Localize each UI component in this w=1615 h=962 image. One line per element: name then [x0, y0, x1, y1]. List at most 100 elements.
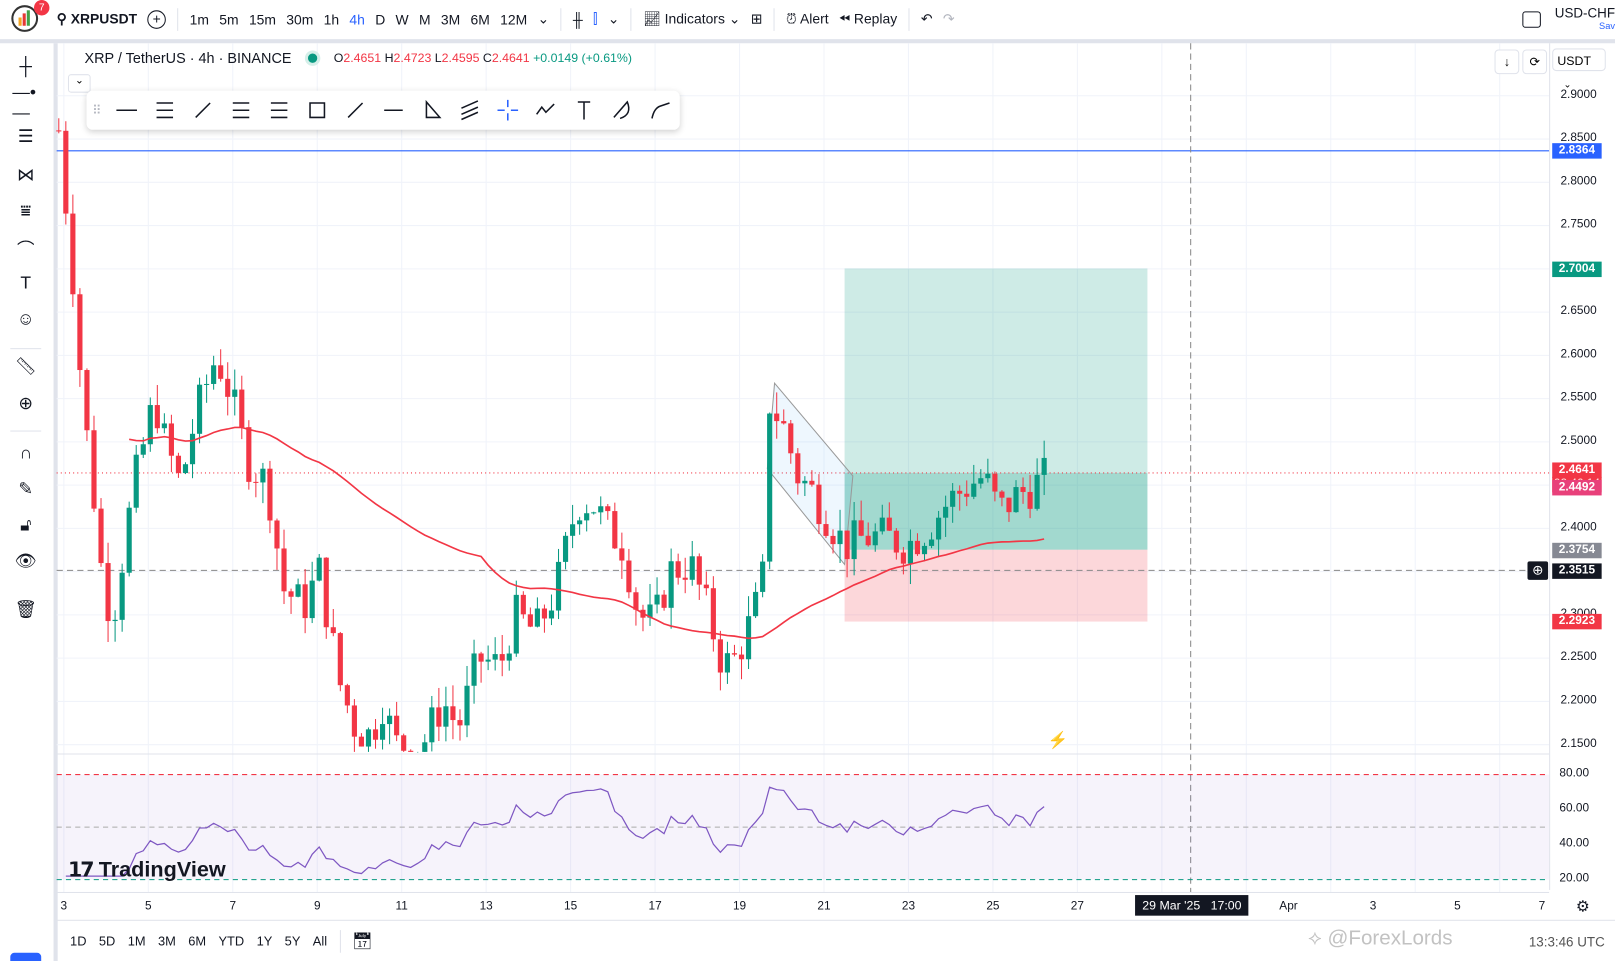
range-6M[interactable]: 6M — [188, 934, 207, 949]
undo-icon: ↶ — [920, 11, 933, 27]
range-1M[interactable]: 1M — [127, 934, 146, 949]
pattern-tool[interactable]: ⋈ — [12, 162, 39, 189]
emoji-tool[interactable]: ☺ — [12, 306, 39, 333]
currency-select[interactable]: USDT ⌄ — [1552, 48, 1606, 90]
rsi-axis[interactable]: 80.00 60.00 40.00 20.00 — [1549, 757, 1615, 891]
add-alert-button[interactable]: ⊕ — [1527, 561, 1549, 580]
utc-clock[interactable]: 13:3:46 UTC — [1528, 933, 1605, 950]
redo-button[interactable]: ↷ — [938, 11, 960, 27]
replay-button[interactable]: ⏪︎ Replay — [834, 11, 903, 27]
fullscreen-button[interactable] — [1521, 11, 1541, 28]
candle-up — [464, 685, 470, 726]
bar-style-button[interactable]: ╫ — [568, 12, 588, 27]
path-tool[interactable] — [526, 95, 564, 126]
candle-down — [612, 511, 618, 549]
interval-dropdown[interactable]: ⌄ — [537, 11, 550, 27]
rectangle-tool[interactable] — [298, 95, 336, 126]
reset-scale-button[interactable]: ⟳ — [1522, 49, 1548, 75]
lock-tool[interactable]: 🔓︎ — [12, 512, 39, 539]
fib-extension-tool[interactable] — [260, 95, 298, 126]
parallel-lines-tool[interactable] — [145, 95, 183, 126]
interval-1m[interactable]: 1m — [189, 11, 210, 28]
templates-button[interactable]: ⊞ — [746, 11, 768, 27]
magnet-tool[interactable]: ∩ — [12, 440, 39, 467]
compare-button[interactable]: + — [142, 10, 171, 29]
range-YTD[interactable]: YTD — [218, 934, 245, 949]
candle-up — [570, 524, 576, 536]
time-axis[interactable]: 29 Mar '25 17:00 ⚙ 3 5 7 9 11 13 15 17 19 21 23 25 2… — [53, 891, 1590, 920]
horizontal-line-tool[interactable] — [374, 95, 412, 126]
price-axis[interactable]: 2.90002.85002.80002.75002.70002.65002.60… — [1527, 43, 1615, 890]
candle-down — [682, 577, 688, 580]
credit-watermark: ⟡ @ForexLords — [1308, 927, 1452, 951]
settings-button[interactable]: ⚙ — [1576, 897, 1590, 916]
trash-tool[interactable]: 🗑︎ — [12, 596, 39, 623]
interval-30m[interactable]: 30m — [286, 11, 314, 28]
candle-up — [978, 478, 984, 484]
eye-tool[interactable]: 👁︎ — [12, 548, 39, 575]
candle-style-button[interactable]: ⫿ — [588, 11, 603, 27]
arc-shape — [612, 100, 630, 120]
symbol-title[interactable]: XRP / TetherUS · 4h · BINANCE — [84, 49, 292, 66]
text-tool[interactable] — [564, 95, 602, 126]
logo[interactable]: 7 — [10, 0, 50, 35]
interval-15m[interactable]: 15m — [248, 11, 276, 28]
range-5Y[interactable]: 5Y — [284, 934, 301, 949]
stop-price-tag: 2.2923 — [1552, 614, 1602, 630]
interval-D[interactable]: D — [375, 11, 386, 28]
goto-date-button[interactable]: 📅︎ — [347, 931, 378, 952]
trend-angle-tool[interactable] — [183, 95, 221, 126]
interval-12M[interactable]: 12M — [500, 11, 528, 28]
alert-button[interactable]: ⏰︎ Alert — [781, 11, 834, 27]
indicators-button[interactable]: 📈︎ Indicators ⌄ — [643, 11, 741, 27]
drag-handle-icon[interactable]: ⠿ — [92, 103, 102, 118]
candle-down — [703, 584, 709, 589]
brush-tool[interactable]: ⌒ — [12, 234, 39, 261]
parallel-channel-tool[interactable] — [450, 95, 488, 126]
triangle-tool[interactable] — [412, 95, 450, 126]
legend-collapse-button[interactable]: ⌄ — [67, 74, 91, 93]
interval-1h[interactable]: 1h — [323, 11, 340, 28]
fib-tool[interactable]: ☰ — [12, 124, 39, 151]
symbol-search[interactable]: ⚲ XRPUSDT — [52, 11, 143, 27]
interval-4h[interactable]: 4h — [349, 11, 365, 28]
divider — [10, 430, 42, 432]
range-5D[interactable]: 5D — [98, 934, 116, 949]
crosshair-tool[interactable]: ┼ — [12, 54, 39, 81]
interval-6M[interactable]: 6M — [470, 11, 490, 28]
chart-type-dropdown[interactable]: ⌄ — [607, 11, 620, 27]
candle-down — [1006, 497, 1012, 513]
trend-line-tool[interactable] — [336, 95, 374, 126]
range-1Y[interactable]: 1Y — [256, 934, 273, 949]
zoom-in-icon: ⊕ — [18, 393, 34, 414]
pencil-lock-tool[interactable]: ✎ — [12, 476, 39, 503]
ruler-tool[interactable]: 📏︎ — [12, 353, 39, 380]
bars-icon: ╫ — [572, 11, 583, 28]
lock-icon: 🔓︎ — [20, 515, 32, 535]
layout-name[interactable]: USD-CHF Sav — [1555, 6, 1615, 32]
candle-down — [323, 557, 329, 628]
arc-tool[interactable] — [603, 95, 641, 126]
interval-M[interactable]: M — [418, 11, 431, 28]
horizontal-ray-tool[interactable] — [107, 95, 145, 126]
scroll-up-button[interactable] — [10, 952, 42, 961]
interval-W[interactable]: W — [395, 11, 409, 28]
refresh-icon: ⟳ — [1529, 54, 1540, 70]
text-tool[interactable]: T — [12, 270, 39, 297]
candle-down — [900, 552, 906, 564]
projection-tool[interactable]: ⩸ — [12, 198, 39, 225]
crosshair-tool[interactable] — [488, 95, 526, 126]
undo-button[interactable]: ↶ — [916, 11, 938, 27]
fib-retracement-tool[interactable] — [221, 95, 259, 126]
zoom-in-tool[interactable]: ⊕ — [12, 390, 39, 417]
horizontal-line-tool[interactable]: —•— — [12, 82, 39, 122]
interval-3M[interactable]: 3M — [440, 11, 461, 28]
range-1D[interactable]: 1D — [70, 934, 87, 949]
range-All[interactable]: All — [312, 934, 328, 949]
curve-tool[interactable] — [641, 95, 679, 126]
interval-5m[interactable]: 5m — [219, 11, 239, 28]
range-3M[interactable]: 3M — [157, 934, 176, 949]
pencil-lock-icon: ✎ — [18, 478, 34, 499]
scroll-to-latest-button[interactable]: ↓ — [1494, 49, 1520, 75]
